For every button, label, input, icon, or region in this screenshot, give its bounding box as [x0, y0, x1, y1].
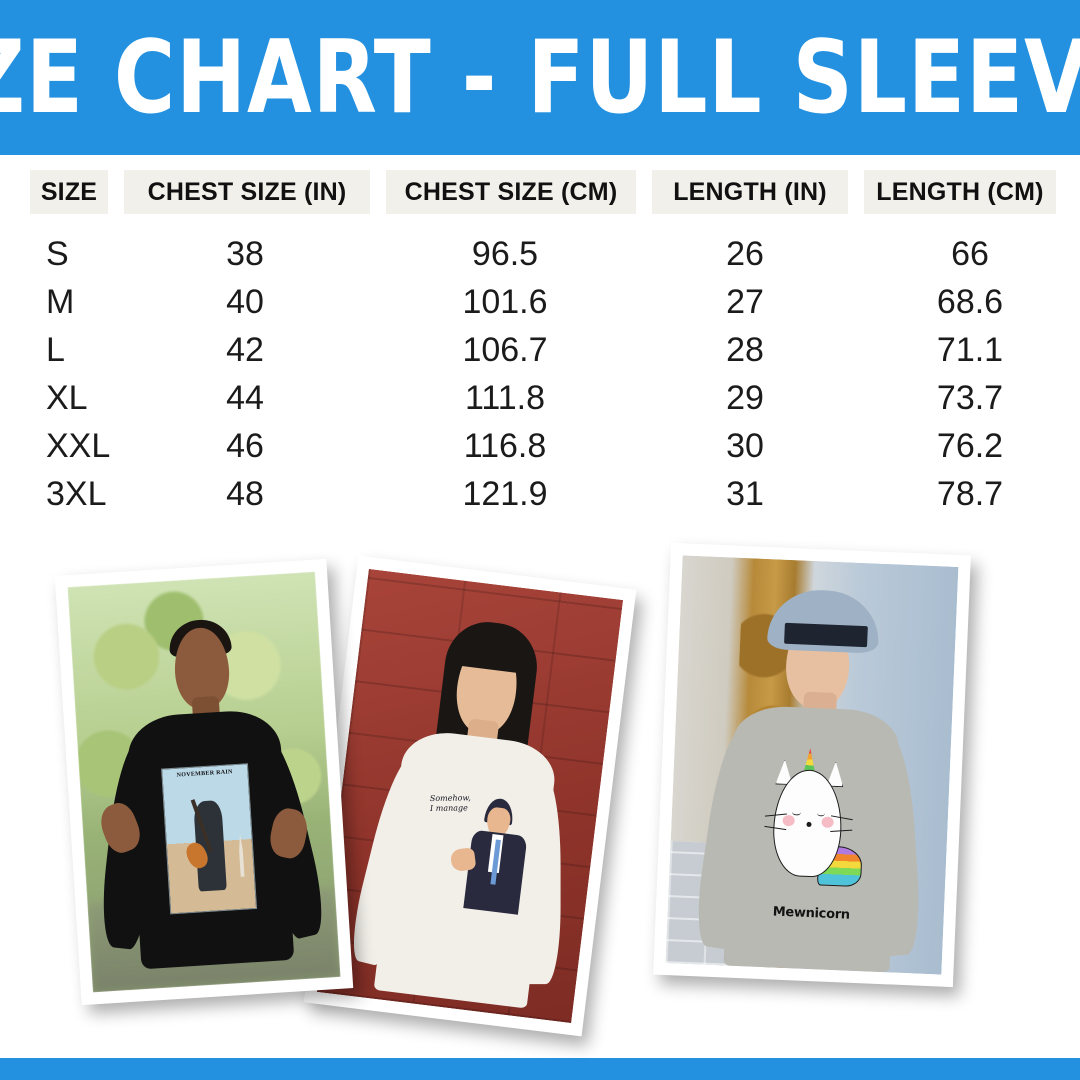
- cell-chest-in: 38: [226, 234, 264, 273]
- table-row: L 42 106.7 28 71.1: [0, 326, 1080, 374]
- cell-chest-cm: 116.8: [463, 426, 547, 465]
- cell-chest-cm: 96.5: [471, 234, 539, 273]
- print-line-2: I manage: [430, 803, 469, 814]
- size-chart-table: SIZE CHEST SIZE (IN) CHEST SIZE (CM) LEN…: [0, 170, 1080, 518]
- tee-print-mewnicorn: Mewnicorn: [750, 742, 879, 926]
- model-figure: Somehow, I manage: [317, 569, 623, 1023]
- table-row: 3XL 48 121.9 31 78.7: [0, 470, 1080, 518]
- footer-banner: [0, 1058, 1080, 1080]
- cell-length-cm: 78.7: [936, 474, 1004, 513]
- cat-cheek-right: [820, 816, 834, 829]
- cell-size: XXL: [46, 426, 111, 465]
- cell-chest-in: 46: [226, 426, 264, 465]
- cell-size: S: [46, 234, 69, 273]
- cell-length-cm: 76.2: [936, 426, 1004, 465]
- cell-size: 3XL: [46, 474, 107, 513]
- cell-length-cm: 66: [951, 234, 989, 273]
- table-row: XL 44 111.8 29 73.7: [0, 374, 1080, 422]
- print-script-text: Somehow, I manage: [430, 793, 471, 814]
- header-banner: [0, 0, 1080, 155]
- cell-chest-in: 48: [226, 474, 264, 513]
- cell-length-cm: 73.7: [936, 378, 1004, 417]
- model-figure: NOVEMBER RAIN: [67, 572, 340, 993]
- product-photo-collage: NOVEMBER RAIN: [0, 535, 1080, 1060]
- cell-chest-cm: 101.6: [462, 282, 548, 321]
- table-header-row: SIZE CHEST SIZE (IN) CHEST SIZE (CM) LEN…: [0, 170, 1080, 218]
- model-figure: Mewnicorn: [666, 555, 959, 974]
- product-photo-white-tee[interactable]: Somehow, I manage: [303, 555, 637, 1037]
- suited-man-illustration: [449, 796, 534, 915]
- cell-length-in: 28: [726, 330, 764, 369]
- cell-length-cm: 68.6: [936, 282, 1004, 321]
- table-row: S 38 96.5 26 66: [0, 230, 1080, 278]
- tee-print-somehow-i-manage: Somehow, I manage: [415, 783, 537, 923]
- cell-chest-in: 40: [226, 282, 264, 321]
- cell-size: XL: [46, 378, 88, 417]
- photo-frame: NOVEMBER RAIN: [67, 571, 341, 993]
- cell-chest-in: 42: [226, 330, 264, 369]
- tee-print-november-rain: NOVEMBER RAIN: [160, 762, 257, 915]
- table-row: M 40 101.6 27 68.6: [0, 278, 1080, 326]
- column-header-chest-in: CHEST SIZE (IN): [124, 170, 370, 214]
- cat-whisker: [830, 829, 853, 832]
- cell-chest-cm: 121.9: [462, 474, 548, 513]
- table-row: XXL 46 116.8 30 76.2: [0, 422, 1080, 470]
- column-header-chest-cm: CHEST SIZE (CM): [386, 170, 636, 214]
- print-line-1: Somehow,: [429, 793, 472, 804]
- product-photo-black-tee[interactable]: NOVEMBER RAIN: [54, 558, 354, 1006]
- cap-strap: [783, 622, 868, 647]
- cell-chest-in: 44: [226, 378, 264, 417]
- photo-frame: Mewnicorn: [665, 555, 959, 975]
- column-header-length-cm: LENGTH (CM): [864, 170, 1056, 214]
- cat-nose: [806, 821, 812, 828]
- print-caption: Mewnicorn: [772, 904, 851, 923]
- cell-length-in: 26: [726, 234, 764, 273]
- column-header-size: SIZE: [30, 170, 108, 214]
- page-title: SIZE CHART - FULL SLEEVES: [0, 18, 1080, 136]
- cell-length-in: 30: [726, 426, 764, 465]
- cell-length-in: 31: [726, 474, 764, 513]
- column-header-length-in: LENGTH (IN): [652, 170, 848, 214]
- cell-chest-cm: 106.7: [462, 330, 548, 369]
- cell-size: M: [46, 282, 75, 321]
- table-body: S 38 96.5 26 66 M 40 101.6 27 68.6 L 42 …: [0, 230, 1080, 518]
- print-title: NOVEMBER RAIN: [176, 769, 233, 779]
- cell-length-cm: 71.1: [936, 330, 1004, 369]
- product-photo-grey-tee[interactable]: Mewnicorn: [653, 542, 971, 988]
- illustration-arm: [449, 847, 477, 873]
- photo-frame: Somehow, I manage: [316, 568, 624, 1024]
- cell-length-in: 29: [726, 378, 764, 417]
- cell-length-in: 27: [726, 282, 764, 321]
- cell-size: L: [46, 330, 65, 369]
- cell-chest-cm: 111.8: [464, 378, 546, 417]
- church-tower-shape: [236, 834, 247, 878]
